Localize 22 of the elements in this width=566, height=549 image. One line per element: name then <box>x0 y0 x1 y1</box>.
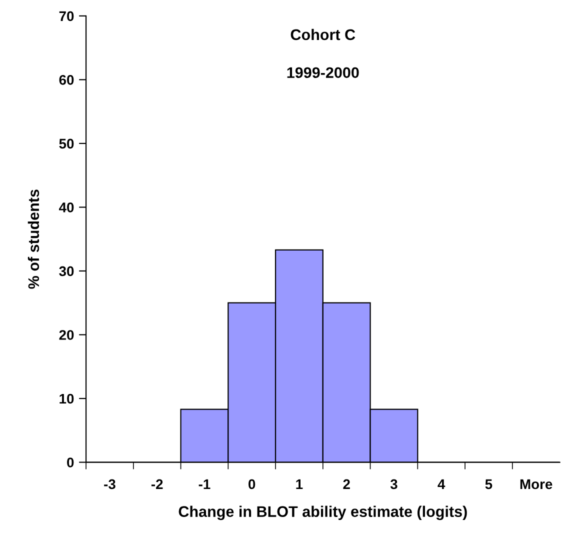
y-tick-label: 60 <box>59 75 74 85</box>
y-tick-label: 30 <box>59 266 74 276</box>
x-tick-label: -3 <box>104 479 116 490</box>
x-tick-label: -1 <box>198 479 210 489</box>
y-tick-label: 0 <box>67 458 74 468</box>
x-tick-label: More <box>520 479 552 490</box>
y-tick-label: 50 <box>59 138 74 149</box>
text: 1999-2000 <box>287 67 359 78</box>
x-tick-label: 4 <box>438 479 446 489</box>
x-tick-label: 2 <box>343 479 350 489</box>
y-tick-label: 70 <box>59 11 74 22</box>
y-tick-label: 20 <box>59 330 74 340</box>
y-tick-label: 40 <box>58 202 74 212</box>
x-tick-label: 1 <box>296 479 303 489</box>
x-axis-title: Change in BLOT ability estimate (logits) <box>178 506 467 520</box>
x-tick-label: 3 <box>390 479 398 490</box>
x-tick-label: -2 <box>151 479 163 489</box>
y-tick-label: 10 <box>60 394 74 404</box>
x-tick-label: 0 <box>248 479 256 490</box>
x-tick-label: 5 <box>485 479 492 490</box>
y-axis-title: % of students <box>28 190 40 289</box>
text: Cohort C <box>290 28 356 40</box>
